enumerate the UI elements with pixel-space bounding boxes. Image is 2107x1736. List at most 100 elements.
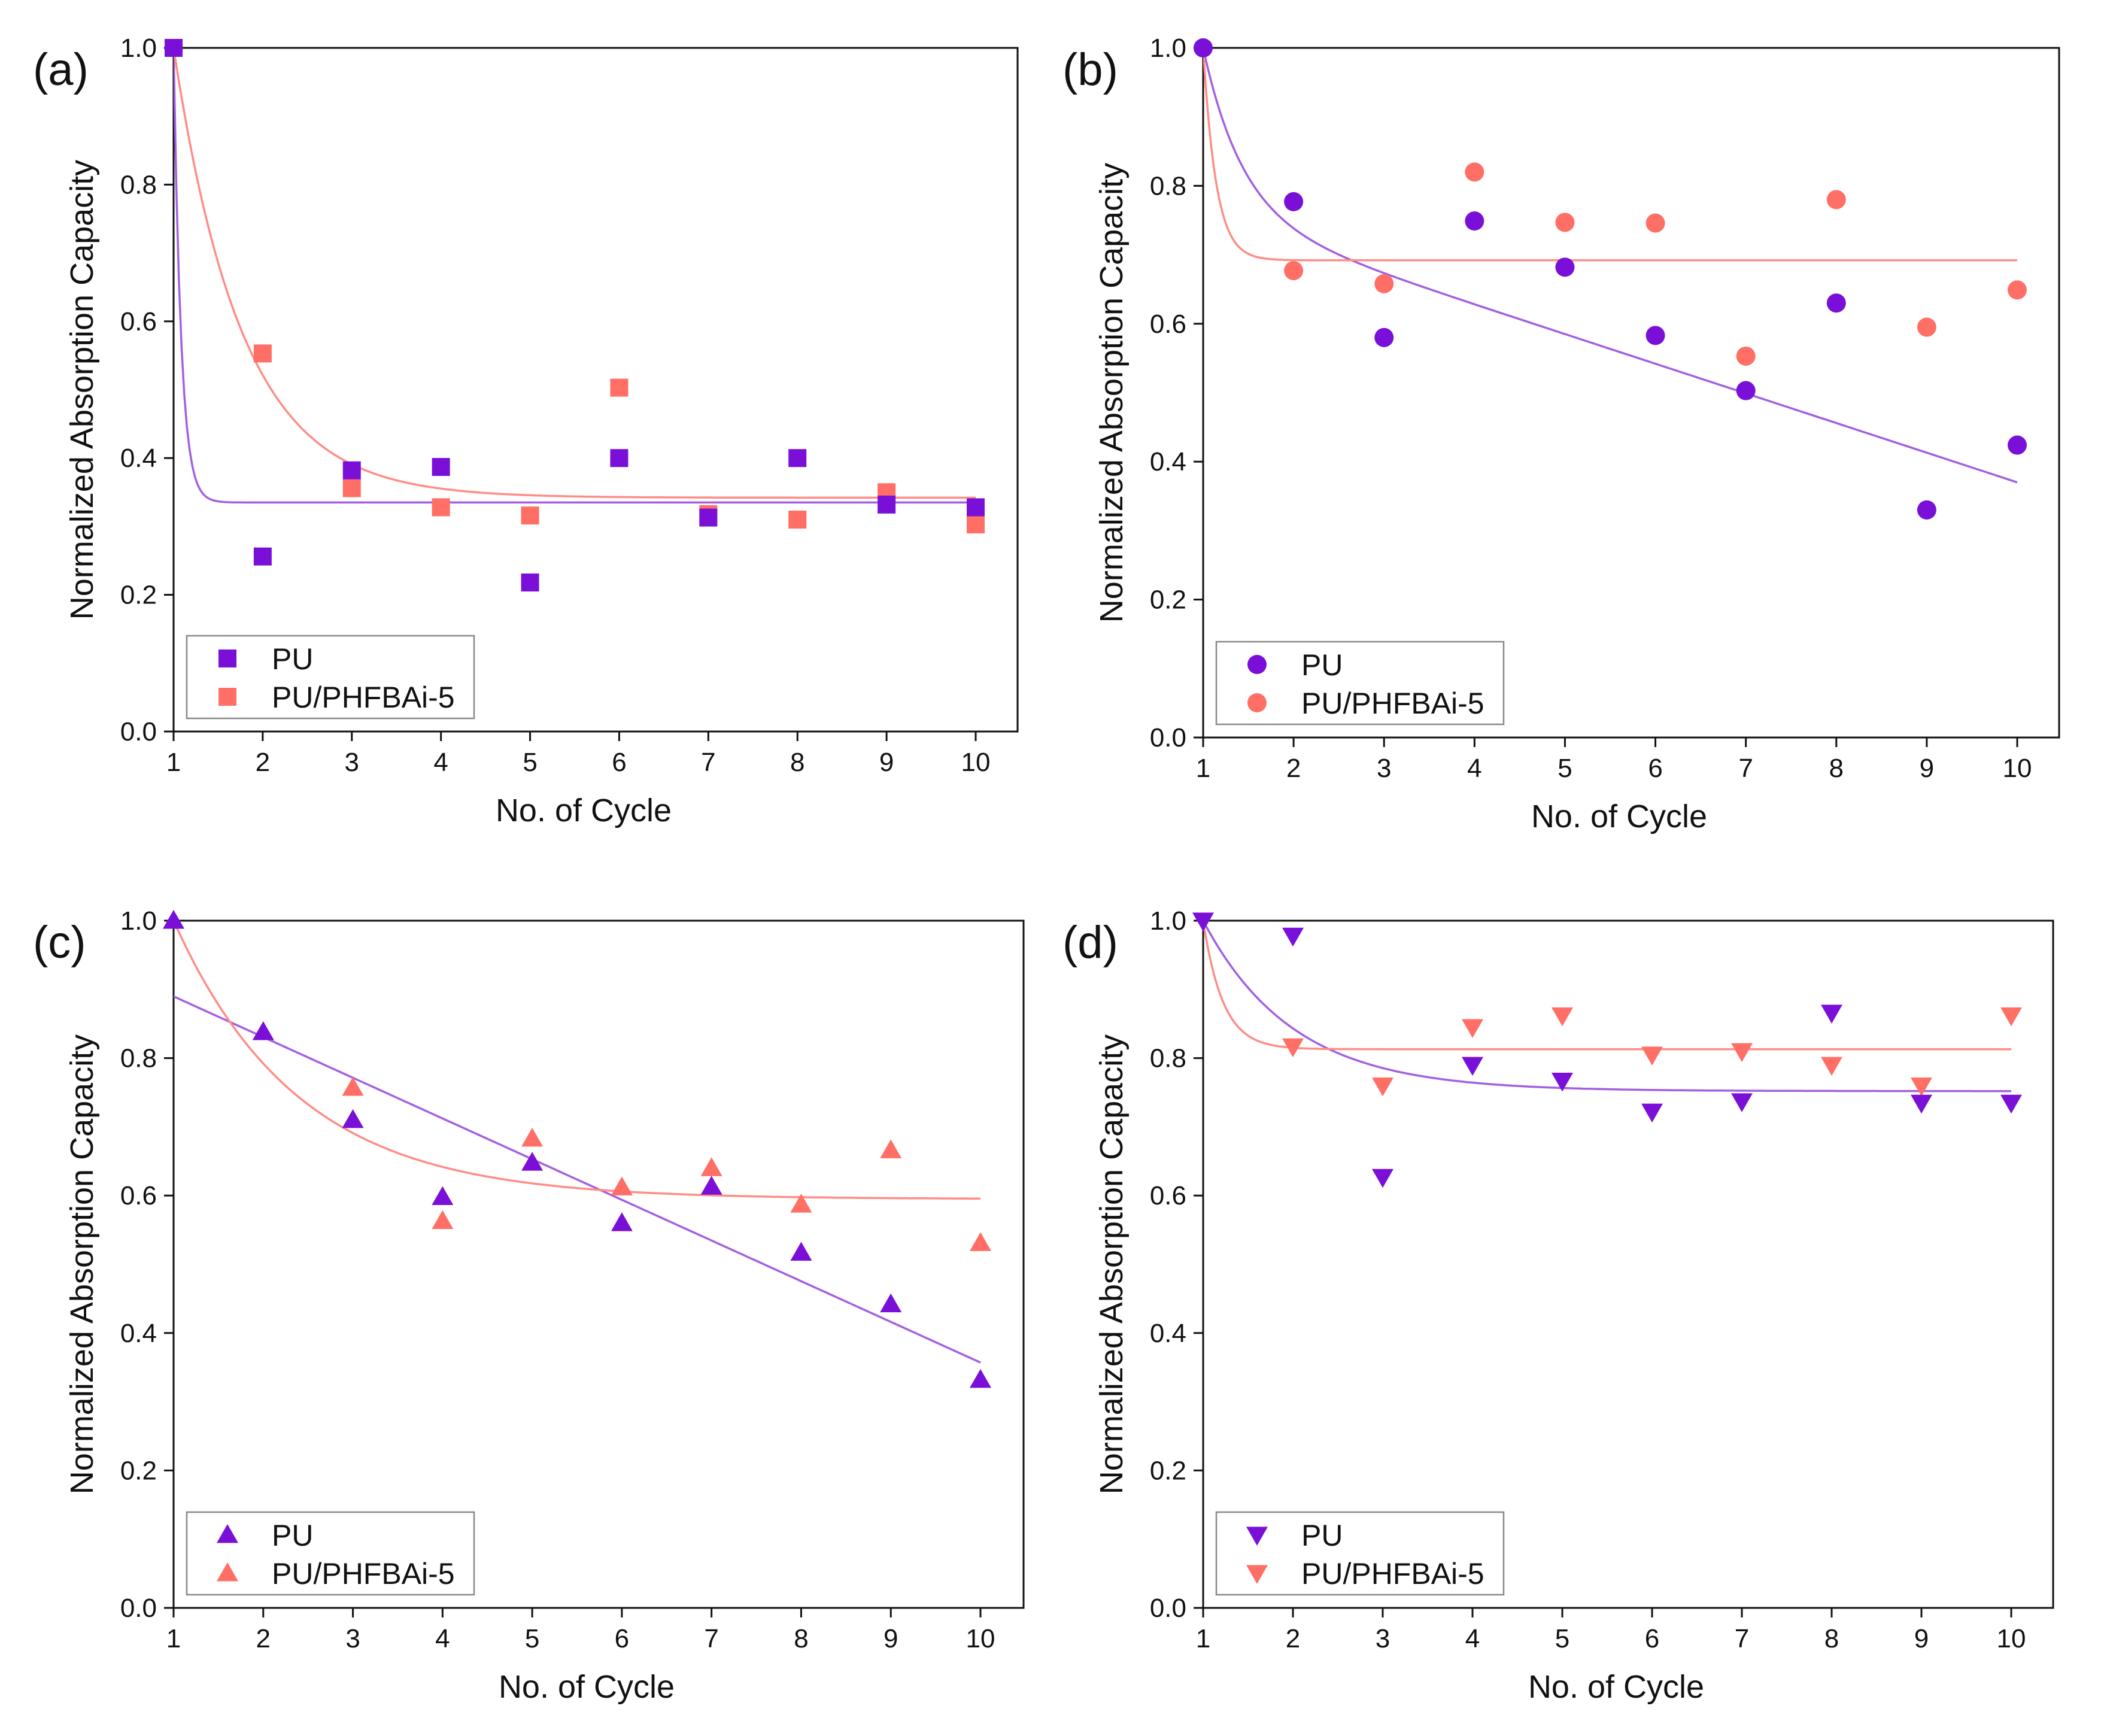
data-point-pu-phfbai-5 <box>1462 1019 1483 1038</box>
legend-marker-pu <box>1246 1526 1268 1546</box>
x-tick-label: 3 <box>345 748 359 777</box>
y-tick-label: 0.4 <box>1150 1319 1186 1348</box>
data-point-pu-phfbai-5 <box>1645 213 1665 233</box>
fit-curve-pu-phfbai-5 <box>174 48 976 499</box>
panel-d: 1 2 3 4 5 6 7 8 9 10 0.0 0.2 0.4 0.6 0.8 1.0 No. of Cycl… <box>1062 906 2054 1705</box>
plot-frame <box>172 919 1025 1609</box>
data-point-pu-phfbai-5 <box>521 1127 544 1147</box>
data-point-pu-phfbai-5 <box>342 1076 364 1096</box>
y-tick-label: 1.0 <box>120 34 157 63</box>
legend-label-pu-phfbai-5: PU/PHFBAi-5 <box>1301 687 1484 720</box>
x-tick-label: 7 <box>701 748 715 777</box>
y-tick-label: 0.6 <box>120 307 157 336</box>
plot-frame <box>1202 919 2054 1609</box>
data-point-pu-phfbai-5 <box>521 506 539 525</box>
legend-box <box>1215 641 1505 726</box>
x-tick-label: 5 <box>1555 1624 1569 1653</box>
y-tick-label: 0.6 <box>120 1181 157 1210</box>
y-tick-label: 0.4 <box>120 444 157 473</box>
legend-label-pu-phfbai-5: PU/PHFBAi-5 <box>1301 1557 1484 1591</box>
data-point-pu <box>2008 435 2027 455</box>
data-point-pu <box>788 449 807 468</box>
x-tick-label: 9 <box>1920 754 1934 783</box>
y-axis-title: Normalized Absorption Capacity <box>64 1034 100 1494</box>
x-tick-label: 4 <box>1465 1624 1480 1653</box>
data-point-pu <box>1917 500 1936 520</box>
data-point-pu-phfbai-5 <box>1284 261 1304 281</box>
x-axis-title: No. of Cycle <box>496 793 672 828</box>
fit-curve-pu-phfbai-5 <box>1203 48 2017 262</box>
x-tick-label: 10 <box>961 748 991 777</box>
y-tick-label: 0.8 <box>1150 171 1186 201</box>
x-tick-label: 6 <box>1645 1624 1659 1653</box>
data-point-pu <box>699 508 718 527</box>
panel-c: 1 2 3 4 5 6 7 8 9 10 0.0 0.2 0.4 0.6 0.8 1.0 No. of Cycl… <box>33 906 1025 1705</box>
fit-curve-pu-phfbai-5 <box>174 921 980 1200</box>
data-point-pu-phfbai-5 <box>1917 317 1936 337</box>
y-tick-label: 0.8 <box>1150 1044 1186 1073</box>
data-point-pu-phfbai-5 <box>1736 346 1756 366</box>
fit-curve-pu <box>174 48 976 504</box>
data-point-pu <box>1736 381 1756 400</box>
panel-label: (c) <box>33 917 86 968</box>
x-tick-label: 3 <box>1377 754 1391 783</box>
data-point-pu-phfbai-5 <box>1731 1043 1753 1063</box>
legend-label-pu: PU <box>272 1519 313 1552</box>
data-point-pu-phfbai-5 <box>1641 1046 1663 1066</box>
y-tick-label: 0.6 <box>1150 309 1186 339</box>
y-axis-title: Normalized Absorption Capacity <box>1094 1034 1130 1494</box>
data-point-pu-phfbai-5 <box>432 498 450 517</box>
x-tick-label: 2 <box>256 748 270 777</box>
data-point-pu <box>1826 293 1846 313</box>
data-point-pu-phfbai-5 <box>1465 162 1484 182</box>
data-point-pu <box>252 1021 274 1040</box>
x-tick-label: 5 <box>523 748 537 777</box>
y-tick-label: 0.2 <box>120 1456 157 1485</box>
x-tick-label: 4 <box>433 748 448 777</box>
legend: PU PU/PHFBAi-5 <box>186 635 475 720</box>
x-tick-label: 10 <box>966 1624 995 1653</box>
legend: PU PU/PHFBAi-5 <box>1215 641 1505 726</box>
data-point-pu-phfbai-5 <box>967 515 985 533</box>
data-point-pu-phfbai-5 <box>342 479 361 497</box>
legend-label-pu: PU <box>1301 648 1343 682</box>
x-tick-label: 2 <box>1286 1624 1300 1653</box>
data-point-pu-phfbai-5 <box>790 1194 812 1213</box>
fit-curve-pu <box>1203 921 2011 1092</box>
data-point-pu-phfbai-5 <box>1826 190 1846 210</box>
data-point-pu-phfbai-5 <box>1911 1078 1932 1097</box>
x-tick-label: 8 <box>794 1624 808 1653</box>
x-tick-label: 2 <box>1286 754 1301 783</box>
legend-label-pu: PU <box>272 642 313 676</box>
data-point-pu <box>163 910 184 929</box>
y-axis-title: Normalized Absorption Capacity <box>64 160 100 620</box>
x-tick-label: 2 <box>256 1624 271 1653</box>
x-tick-label: 5 <box>1558 754 1572 783</box>
y-tick-label: 0.8 <box>120 1044 157 1073</box>
y-tick-label: 0.2 <box>1150 585 1186 615</box>
x-tick-label: 8 <box>1829 754 1844 783</box>
fit-curve-pu-phfbai-5 <box>1203 921 2011 1051</box>
x-tick-label: 3 <box>345 1624 360 1653</box>
x-tick-label: 7 <box>1738 754 1753 783</box>
data-point-pu-phfbai-5 <box>2008 280 2027 300</box>
x-tick-label: 4 <box>1467 754 1481 783</box>
data-point-pu <box>700 1176 722 1195</box>
data-point-pu <box>1731 1093 1753 1112</box>
x-tick-label: 6 <box>615 1624 629 1653</box>
y-tick-label: 1.0 <box>120 906 157 936</box>
data-point-pu <box>521 573 539 592</box>
data-point-pu-phfbai-5 <box>1552 1007 1573 1027</box>
x-tick-label: 10 <box>1997 1624 2026 1653</box>
data-point-pu <box>253 547 272 566</box>
data-point-pu <box>1192 912 1214 931</box>
data-point-pu <box>610 449 629 468</box>
x-tick-label: 9 <box>879 748 894 777</box>
x-tick-label: 8 <box>1824 1624 1839 1653</box>
data-point-pu <box>970 1368 991 1388</box>
x-tick-label: 1 <box>166 1624 181 1653</box>
data-point-pu <box>1645 326 1665 345</box>
x-tick-label: 1 <box>1196 1624 1210 1653</box>
panel-label: (a) <box>33 44 89 95</box>
